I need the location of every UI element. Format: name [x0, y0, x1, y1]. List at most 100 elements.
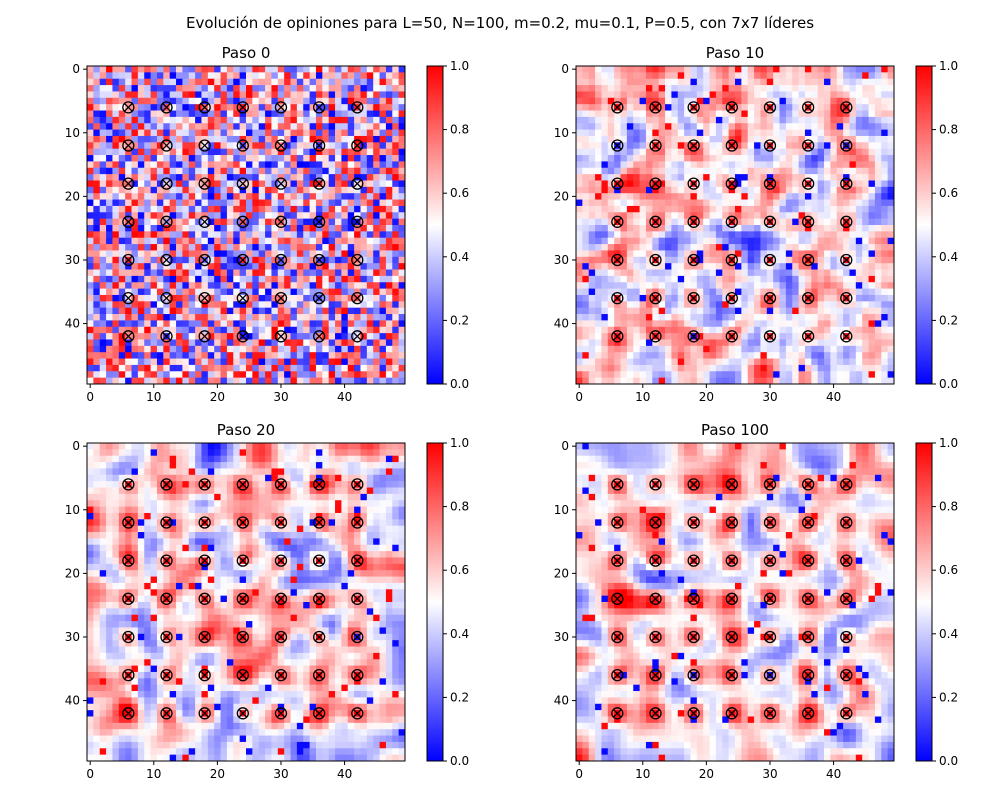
heatmap-cell [804, 212, 812, 220]
heatmap-cell [747, 97, 755, 105]
heatmap-cell [715, 339, 723, 347]
heatmap-cell [398, 307, 406, 315]
heatmap-cell [379, 180, 387, 188]
heatmap-cell [779, 123, 787, 130]
heatmap-cell [373, 250, 380, 258]
heatmap-cell [728, 123, 736, 130]
heatmap-cell [639, 358, 647, 366]
heatmap-cell [112, 186, 120, 194]
heatmap-cell [201, 97, 209, 105]
heatmap-cell [309, 155, 317, 162]
heatmap-cell [735, 263, 742, 270]
heatmap-cell [645, 72, 653, 80]
heatmap-cell [112, 371, 120, 379]
heatmap-cell [639, 320, 647, 328]
heatmap-cell [747, 269, 755, 277]
heatmap-cell [785, 123, 793, 130]
heatmap-cell [392, 205, 400, 213]
heatmap-cell [766, 263, 774, 270]
heatmap-cell [347, 205, 355, 213]
heatmap-cell [671, 116, 679, 124]
heatmap-cell [93, 294, 101, 302]
heatmap-cell [728, 301, 736, 309]
heatmap-cell [601, 110, 609, 118]
heatmap-cell [169, 78, 177, 86]
heatmap-cell [849, 205, 857, 213]
heatmap-cell [633, 66, 640, 73]
heatmap-cell [303, 186, 310, 194]
heatmap-cell [252, 116, 260, 124]
heatmap-cell [131, 205, 139, 213]
heatmap-cell [239, 97, 247, 105]
heatmap-cell [601, 256, 609, 264]
heatmap-cell [639, 269, 647, 277]
heatmap-cell [214, 326, 221, 334]
heatmap-cell [93, 91, 101, 99]
heatmap-cell [354, 371, 361, 379]
heatmap-cell [887, 263, 895, 270]
heatmap-cell [163, 314, 171, 321]
heatmap-cell [595, 72, 602, 80]
heatmap-cell [639, 256, 647, 264]
heatmap-cell [754, 72, 761, 80]
heatmap-cell [658, 123, 666, 130]
heatmap-cell [671, 129, 679, 137]
heatmap-cell [696, 205, 704, 213]
heatmap-cell [176, 282, 183, 289]
heatmap-cell [760, 294, 768, 302]
heatmap-cell [830, 307, 838, 315]
heatmap-cell [696, 288, 704, 296]
heatmap-cell [792, 91, 799, 99]
heatmap-cell [125, 193, 132, 200]
heatmap-cell [385, 174, 393, 181]
heatmap-cell [182, 66, 190, 73]
heatmap-cell [373, 199, 380, 207]
heatmap-cell [620, 174, 628, 181]
heatmap-cell [309, 333, 317, 340]
heatmap-cell [118, 326, 126, 334]
heatmap-cell [741, 116, 749, 124]
heatmap-cell [747, 104, 755, 111]
heatmap-cell [252, 288, 260, 296]
heatmap-cell [722, 205, 730, 213]
heatmap-cell [747, 218, 755, 226]
heatmap-cell [849, 85, 857, 92]
heatmap-cell [214, 288, 221, 296]
heatmap-cell [633, 307, 640, 315]
heatmap-cell [709, 110, 717, 118]
heatmap-cell [881, 250, 889, 258]
heatmap-cell [214, 91, 221, 99]
heatmap-cell [322, 275, 330, 283]
heatmap-cell [188, 231, 196, 239]
heatmap-cell [360, 174, 368, 181]
heatmap-cell [639, 307, 647, 315]
heatmap-cell [315, 199, 323, 207]
heatmap-cell [607, 301, 615, 309]
heatmap-cell [652, 275, 660, 283]
heatmap-cell [385, 186, 393, 194]
heatmap-cell [169, 282, 177, 289]
heatmap-cell [246, 110, 253, 118]
heatmap-cell [798, 244, 806, 251]
heatmap-cell [690, 288, 698, 296]
heatmap-cell [87, 180, 94, 188]
heatmap-cell [709, 263, 717, 270]
heatmap-cell [773, 339, 780, 347]
heatmap-cell [715, 269, 723, 277]
heatmap-cell [836, 110, 844, 118]
heatmap-cell [690, 91, 698, 99]
heatmap-cell [690, 326, 698, 334]
heatmap-cell [588, 339, 596, 347]
heatmap-cell [709, 148, 717, 156]
heatmap-cell [188, 78, 196, 86]
heatmap-cell [728, 237, 736, 245]
heatmap-cell [106, 231, 113, 239]
heatmap-cell [106, 307, 113, 315]
heatmap-cell [385, 110, 393, 118]
heatmap-cell [779, 237, 787, 245]
heatmap-cell [271, 72, 279, 80]
heatmap-cell [246, 72, 253, 80]
heatmap-cell [754, 256, 761, 264]
heatmap-cell [639, 97, 647, 105]
heatmap-cell [639, 345, 647, 353]
